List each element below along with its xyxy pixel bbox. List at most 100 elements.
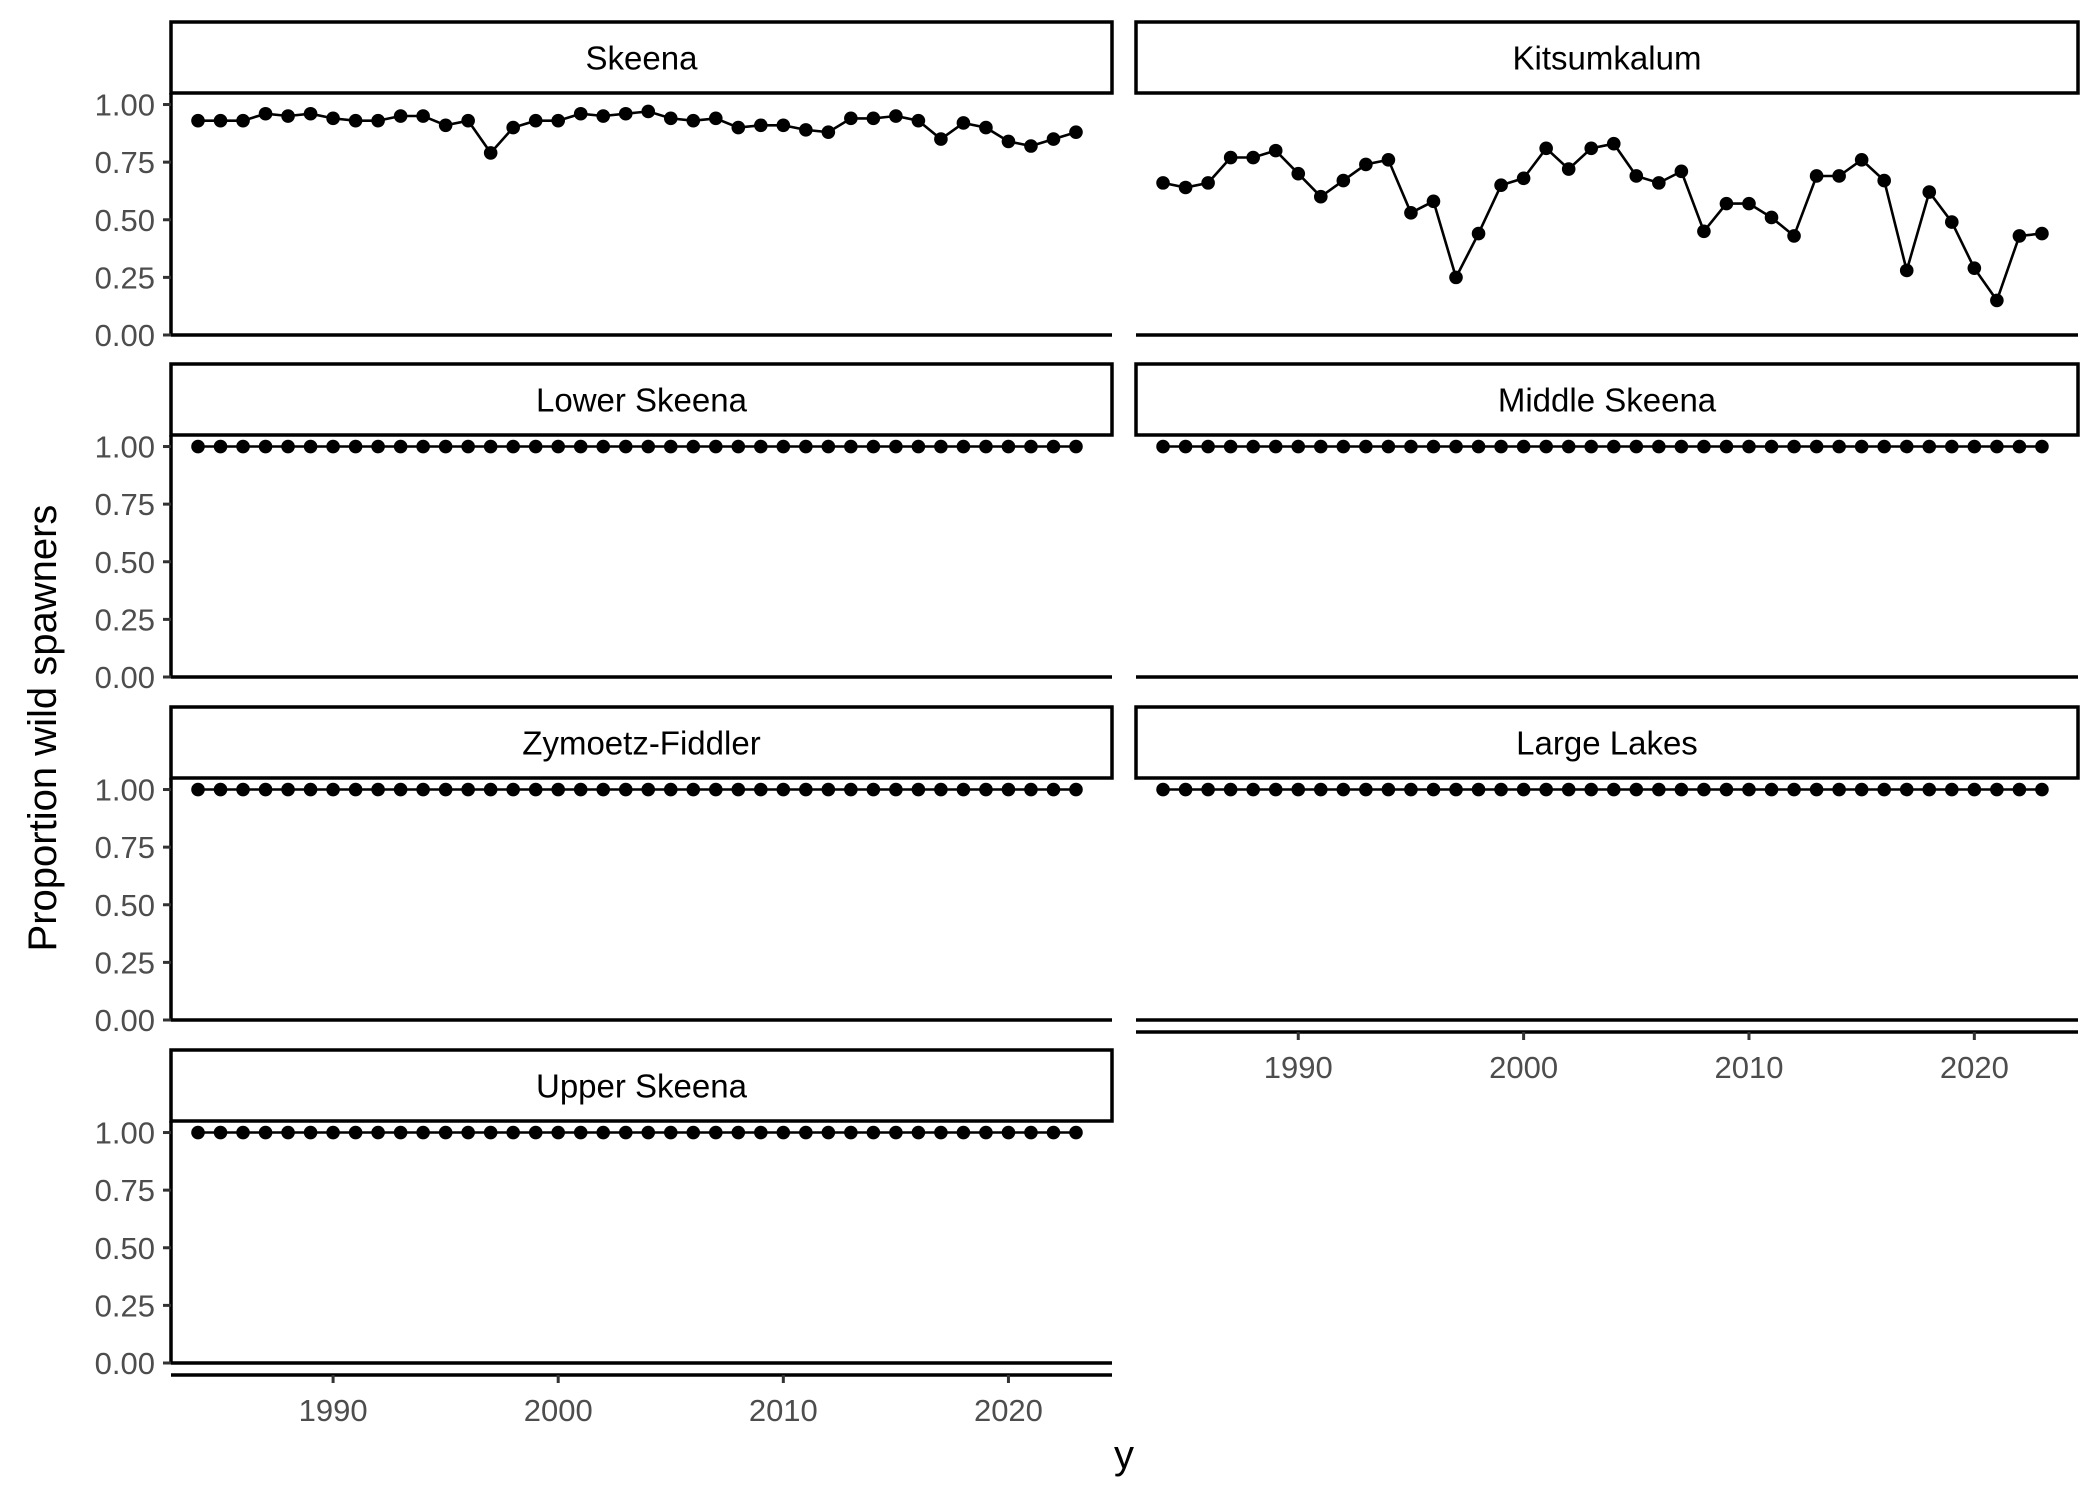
data-point xyxy=(258,439,273,454)
data-point xyxy=(1787,782,1801,797)
y-axis-title: Proportion wild spawners xyxy=(21,505,65,952)
data-point xyxy=(1516,439,1531,454)
data-point xyxy=(1246,150,1260,165)
data-point xyxy=(1674,164,1689,179)
data-point xyxy=(934,132,948,146)
data-point xyxy=(911,1125,926,1140)
y-tick-label: 0.75 xyxy=(95,145,155,180)
data-point xyxy=(1381,439,1396,454)
data-point xyxy=(754,1125,768,1140)
data-point xyxy=(303,782,318,797)
data-point xyxy=(281,1125,295,1140)
data-point xyxy=(708,439,723,454)
data-point xyxy=(213,1125,228,1140)
data-point xyxy=(776,439,791,454)
data-point xyxy=(258,782,273,797)
data-point xyxy=(1899,439,1914,454)
data-point xyxy=(866,1125,881,1140)
data-point xyxy=(1178,439,1193,454)
data-point xyxy=(1809,439,1824,454)
data-point xyxy=(461,1125,475,1140)
data-point xyxy=(438,782,453,797)
data-point xyxy=(213,113,228,128)
data-point xyxy=(1024,782,1038,797)
x-tick-label: 2020 xyxy=(974,1393,1043,1428)
data-point xyxy=(1201,176,1215,190)
data-point xyxy=(1201,782,1215,797)
data-point xyxy=(866,111,881,126)
data-point xyxy=(1877,173,1891,188)
data-point xyxy=(1697,782,1711,797)
data-point xyxy=(528,782,543,797)
data-point xyxy=(281,439,295,454)
data-point xyxy=(438,118,453,133)
data-point xyxy=(528,439,543,454)
data-point xyxy=(1922,782,1937,797)
data-point xyxy=(1246,439,1260,454)
data-point xyxy=(1944,439,1959,454)
data-point xyxy=(506,439,520,454)
facet-strip xyxy=(169,20,1114,95)
facet-panel: Large Lakes 1990 2000 2010 2020 xyxy=(1134,705,2080,1085)
data-point xyxy=(1494,178,1508,192)
data-point xyxy=(1877,782,1891,797)
data-point xyxy=(844,782,858,797)
data-point xyxy=(618,106,633,121)
x-tick-label: 2010 xyxy=(749,1393,818,1428)
data-point xyxy=(754,439,768,454)
data-point xyxy=(1268,143,1283,158)
data-point xyxy=(1178,782,1193,797)
data-point xyxy=(1584,439,1599,454)
data-point xyxy=(618,782,633,797)
data-point xyxy=(1449,782,1463,797)
data-point xyxy=(799,782,813,797)
data-point xyxy=(2035,226,2049,241)
facet-strip-label: Middle Skeena xyxy=(1498,382,1717,419)
data-point xyxy=(191,439,205,454)
data-point xyxy=(1832,782,1846,797)
data-point xyxy=(844,439,858,454)
data-point xyxy=(191,782,205,797)
data-point xyxy=(663,439,678,454)
data-point xyxy=(641,782,656,797)
data-point xyxy=(911,782,926,797)
facet-strip-label: Skeena xyxy=(586,40,699,77)
data-point xyxy=(1832,169,1846,183)
data-point xyxy=(1854,782,1869,797)
data-point xyxy=(1426,194,1441,209)
data-point xyxy=(1336,173,1351,188)
data-point xyxy=(889,109,903,123)
data-point xyxy=(663,111,678,126)
data-point xyxy=(731,782,746,797)
y-tick-label: 0.25 xyxy=(95,602,155,637)
data-point xyxy=(708,1125,723,1140)
facet-strip-label: Kitsumkalum xyxy=(1513,40,1702,77)
data-point xyxy=(1719,196,1734,211)
data-point xyxy=(573,106,588,121)
data-point xyxy=(1674,782,1689,797)
facet-panel: Upper Skeena 0.00 0.25 0.50 0.75 1.00 1990 2000… xyxy=(95,1048,1114,1428)
data-point xyxy=(1024,439,1038,454)
y-tick-label: 1.00 xyxy=(95,1116,155,1151)
data-point xyxy=(1719,439,1734,454)
data-point xyxy=(1539,141,1553,156)
y-tick-label: 0.00 xyxy=(95,1003,155,1038)
data-point xyxy=(1561,162,1576,176)
data-point xyxy=(1742,439,1756,454)
data-point xyxy=(1561,439,1576,454)
data-point xyxy=(2012,439,2027,454)
data-point xyxy=(236,782,250,797)
data-point xyxy=(1001,782,1016,797)
y-tick-label: 0.75 xyxy=(95,487,155,522)
data-point xyxy=(686,113,701,128)
data-point xyxy=(1404,782,1418,797)
data-point xyxy=(416,439,430,454)
data-point xyxy=(1922,439,1937,454)
data-point xyxy=(1223,439,1238,454)
data-point xyxy=(596,1125,611,1140)
data-point xyxy=(1606,439,1621,454)
data-point xyxy=(1877,439,1891,454)
y-tick-label: 0.50 xyxy=(95,545,155,580)
data-point xyxy=(1899,782,1914,797)
data-point xyxy=(1001,134,1016,149)
